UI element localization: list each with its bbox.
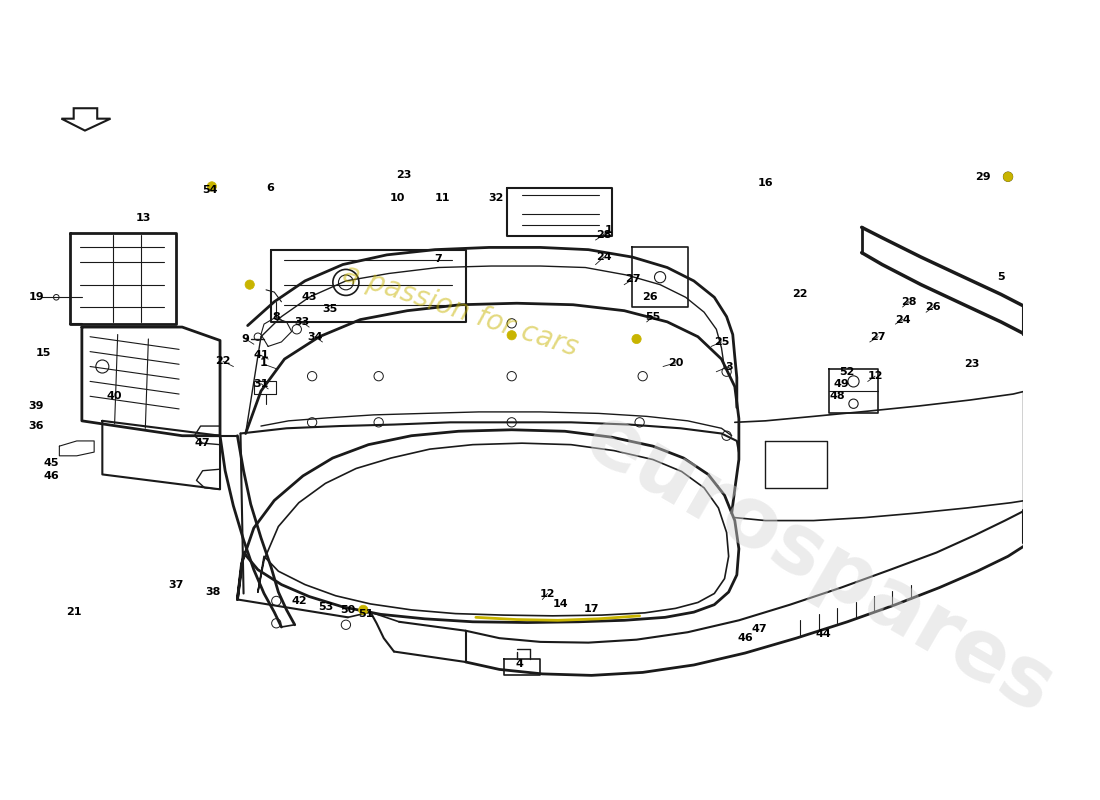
- Text: 12: 12: [540, 589, 556, 598]
- Text: 43: 43: [301, 292, 317, 302]
- Text: 9: 9: [242, 334, 250, 344]
- Text: 16: 16: [758, 178, 773, 188]
- Text: 45: 45: [43, 458, 59, 468]
- Circle shape: [207, 182, 217, 191]
- Text: 34: 34: [308, 332, 323, 342]
- Text: 33: 33: [295, 317, 309, 327]
- Text: 12: 12: [867, 371, 882, 381]
- Text: 11: 11: [434, 193, 450, 202]
- Text: 47: 47: [751, 624, 767, 634]
- Text: 24: 24: [596, 252, 612, 262]
- Text: a passion for cars: a passion for cars: [339, 259, 582, 362]
- Text: 31: 31: [253, 378, 268, 389]
- Text: 6: 6: [266, 183, 274, 193]
- Text: 7: 7: [434, 254, 442, 263]
- Text: 23: 23: [965, 359, 980, 370]
- Text: 28: 28: [901, 297, 916, 306]
- Text: 15: 15: [35, 348, 51, 358]
- Text: 53: 53: [318, 602, 333, 612]
- Text: 54: 54: [202, 185, 218, 195]
- Text: 3: 3: [725, 362, 733, 371]
- Text: 20: 20: [668, 358, 683, 368]
- Text: 38: 38: [206, 587, 221, 597]
- Text: 19: 19: [29, 292, 45, 302]
- Polygon shape: [62, 108, 110, 130]
- Text: 55: 55: [646, 312, 660, 322]
- Text: 49: 49: [834, 378, 849, 389]
- Text: 27: 27: [870, 332, 886, 342]
- Text: 48: 48: [829, 391, 845, 402]
- Text: 28: 28: [596, 230, 612, 240]
- Text: 29: 29: [975, 172, 990, 182]
- Text: 21: 21: [66, 607, 81, 617]
- Circle shape: [507, 330, 516, 340]
- Text: 24: 24: [894, 314, 911, 325]
- Text: eurospares: eurospares: [570, 397, 1067, 730]
- Text: 22: 22: [216, 356, 231, 366]
- Text: 35: 35: [322, 304, 338, 314]
- Text: 46: 46: [43, 471, 59, 481]
- Text: 10: 10: [389, 193, 405, 202]
- Text: 50: 50: [340, 605, 355, 615]
- Text: 36: 36: [29, 421, 44, 431]
- Text: 23: 23: [396, 170, 411, 180]
- Text: 39: 39: [29, 401, 44, 411]
- Text: 22: 22: [792, 290, 808, 299]
- Text: 27: 27: [625, 274, 640, 285]
- Text: 40: 40: [107, 391, 122, 402]
- Text: 13: 13: [135, 213, 151, 222]
- Text: 44: 44: [816, 630, 832, 639]
- Text: 26: 26: [642, 292, 658, 302]
- Text: 5: 5: [997, 272, 1004, 282]
- Text: 47: 47: [195, 438, 210, 448]
- Circle shape: [245, 280, 254, 290]
- Text: 14: 14: [553, 599, 569, 609]
- Text: 51: 51: [359, 610, 374, 619]
- Text: 25: 25: [714, 337, 729, 347]
- Text: 32: 32: [488, 193, 504, 202]
- Text: 1: 1: [261, 358, 268, 368]
- Text: 41: 41: [253, 350, 268, 360]
- Text: 42: 42: [292, 596, 307, 606]
- Circle shape: [631, 334, 641, 344]
- Text: 46: 46: [737, 633, 752, 643]
- Text: 8: 8: [273, 312, 280, 322]
- Text: 4: 4: [516, 659, 524, 670]
- Circle shape: [359, 606, 369, 614]
- Text: 26: 26: [925, 302, 942, 312]
- Text: 52: 52: [839, 366, 855, 377]
- Text: 1: 1: [605, 226, 613, 235]
- Text: 37: 37: [168, 579, 184, 590]
- Text: 17: 17: [584, 604, 600, 614]
- Circle shape: [1003, 172, 1013, 182]
